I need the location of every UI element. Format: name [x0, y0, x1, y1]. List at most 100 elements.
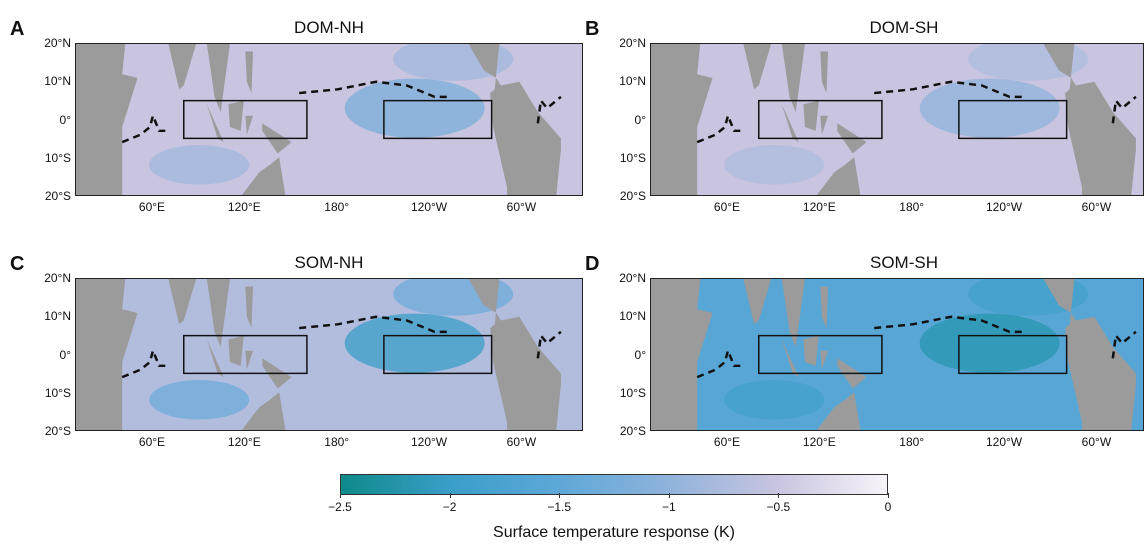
land-mass [245, 115, 254, 135]
itcz-dashed-line [121, 80, 562, 144]
land-mass [1043, 279, 1136, 430]
land-mass [206, 279, 230, 347]
panel-title: SOM-SH [870, 253, 938, 272]
x-tick-label: 120°E [227, 435, 261, 449]
box-east-pacific [958, 99, 1068, 140]
x-tick-label: 180° [899, 200, 925, 214]
x-tick-label: 120°E [802, 200, 836, 214]
colorbar-tick-mark [888, 493, 889, 498]
land-mass [245, 350, 254, 370]
y-tick-label: 20°N [619, 271, 646, 285]
land-mass [168, 279, 197, 325]
colorbar-tick-mark [559, 493, 561, 498]
colorbar-tick-label: 0 [884, 500, 892, 514]
land-mass [781, 104, 799, 143]
response-contour [149, 380, 250, 420]
land-mass [743, 279, 772, 325]
y-tick-label: 10°S [44, 385, 71, 400]
y-tick-label: 10°N [619, 74, 646, 89]
y-tick-label: 20°S [619, 189, 646, 203]
y-tick-label: 0° [59, 112, 71, 127]
y-tick-label: 10°S [44, 150, 71, 165]
land-mass [228, 100, 244, 131]
colorbar-tick-mark [340, 493, 341, 498]
land-mass [803, 100, 819, 131]
x-tick-label: 60°W [1081, 435, 1112, 449]
box-east-pacific [383, 334, 493, 375]
itcz-dashed-line [121, 315, 562, 379]
x-tick-label: 60°E [713, 200, 741, 214]
x-tick-label: 180° [324, 200, 350, 214]
land-mass [781, 339, 799, 378]
land-mass [811, 157, 861, 195]
land-mass [228, 335, 244, 366]
land-mass [820, 350, 829, 370]
land-mass [781, 279, 805, 347]
land-mass [168, 44, 197, 90]
colorbar-tick-label: −1.5 [547, 500, 572, 514]
response-contour [724, 380, 825, 420]
itcz-dashed-line [696, 315, 1137, 379]
map-panel [650, 278, 1144, 431]
land-mass [820, 115, 829, 135]
x-tick-label: 60°E [138, 435, 166, 449]
panel-label: C [10, 253, 25, 275]
x-tick-label: 120°W [985, 435, 1023, 449]
response-contour [149, 145, 250, 185]
response-contour [919, 78, 1060, 138]
land-mass [206, 104, 224, 143]
response-contour [724, 145, 825, 185]
panel-title: SOM-NH [294, 253, 364, 272]
map-panel [75, 278, 583, 431]
y-tick-label: 0° [634, 112, 646, 127]
colorbar-tick-label: −0.5 [766, 500, 791, 514]
map-svg [651, 279, 1143, 430]
colorbar-tick-mark [668, 493, 670, 498]
box-west-pacific [758, 99, 883, 140]
land-mass [245, 51, 254, 94]
response-contour [919, 313, 1060, 373]
land-mass [820, 286, 829, 329]
panel-label: D [585, 253, 600, 275]
x-tick-label: 60°W [506, 200, 537, 214]
box-west-pacific [758, 334, 883, 375]
box-east-pacific [958, 334, 1068, 375]
y-tick-label: 10°S [619, 385, 646, 400]
x-tick-label: 120°E [227, 200, 261, 214]
y-tick-label: 0° [59, 347, 71, 362]
x-tick-label: 120°W [410, 435, 448, 449]
x-tick-label: 120°W [410, 200, 448, 214]
colorbar-tick-mark [449, 493, 451, 498]
land-mass [206, 44, 230, 112]
y-tick-label: 20°N [44, 271, 71, 285]
panel-label: B [585, 18, 600, 40]
land-mass [803, 335, 819, 366]
x-tick-label: 60°W [506, 435, 537, 449]
y-tick-label: 10°N [619, 309, 646, 324]
x-tick-label: 180° [899, 435, 925, 449]
box-west-pacific [183, 334, 308, 375]
map-panel [650, 43, 1144, 196]
y-tick-label: 0° [634, 347, 646, 362]
land-mass [245, 286, 254, 329]
x-tick-label: 120°E [802, 435, 836, 449]
box-west-pacific [183, 99, 308, 140]
land-mass [1043, 44, 1136, 195]
map-svg [76, 279, 582, 430]
land-mass [206, 339, 224, 378]
panel-title: DOM-SH [869, 18, 939, 37]
land-mass [820, 51, 829, 94]
colorbar [340, 474, 888, 495]
response-contour [344, 78, 485, 138]
land-mass [468, 44, 561, 195]
x-tick-label: 180° [324, 435, 350, 449]
colorbar-label: Surface temperature response (K) [493, 524, 735, 541]
land-mass [781, 44, 805, 112]
colorbar-tick-label: −2.5 [328, 500, 352, 514]
y-tick-label: 10°N [44, 74, 71, 89]
colorbar-tick-label: −1 [661, 500, 676, 514]
x-tick-label: 60°E [713, 435, 741, 449]
land-mass [743, 44, 772, 90]
response-contour [344, 313, 485, 373]
map-panel [75, 43, 583, 196]
